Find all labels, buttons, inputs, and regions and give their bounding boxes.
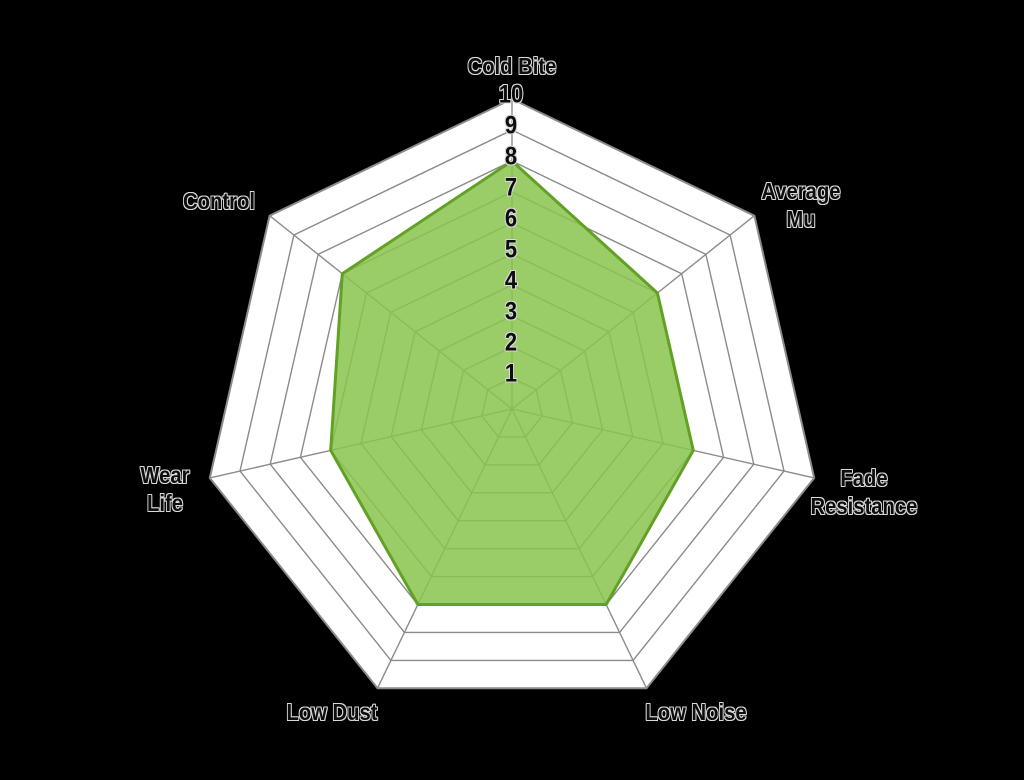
axis-label-control: Control — [183, 187, 255, 215]
tick-label-10: 10 — [498, 80, 524, 109]
axis-label-line: Life — [147, 490, 183, 516]
tick-label-8: 8 — [504, 142, 518, 171]
axis-label-wear-life: Wear Life — [140, 461, 189, 517]
axis-label-line: Low Noise — [645, 699, 747, 725]
axis-label-line: Control — [183, 188, 255, 214]
data-polygon — [329, 159, 695, 606]
axis-label-low-noise: Low Noise — [645, 698, 746, 726]
axis-label-low-dust: Low Dust — [286, 698, 377, 726]
tick-label-3: 3 — [504, 297, 518, 326]
grid-ring-9 — [239, 129, 785, 662]
grid-ring-8 — [269, 160, 755, 634]
tick-label-4: 4 — [504, 266, 518, 295]
axis-label-line: Mu — [786, 206, 816, 232]
axis-label-fade-resistance: Fade Resistance — [811, 464, 918, 520]
tick-label-5: 5 — [504, 235, 518, 264]
axis-label-line: Wear — [140, 462, 190, 488]
tick-label-7: 7 — [504, 173, 518, 202]
axis-label-cold-bite: Cold Bite — [468, 52, 557, 80]
axis-label-line: Resistance — [810, 493, 918, 519]
axis-label-average-mu: Average Mu — [761, 177, 840, 233]
tick-label-1: 1 — [504, 359, 518, 388]
axis-label-line: Fade — [840, 465, 888, 491]
axis-label-line: Average — [761, 178, 841, 204]
tick-label-2: 2 — [504, 328, 518, 357]
axis-label-line: Cold Bite — [467, 53, 557, 79]
tick-label-6: 6 — [504, 204, 518, 233]
tick-label-9: 9 — [504, 111, 518, 140]
axis-label-line: Low Dust — [286, 699, 378, 725]
